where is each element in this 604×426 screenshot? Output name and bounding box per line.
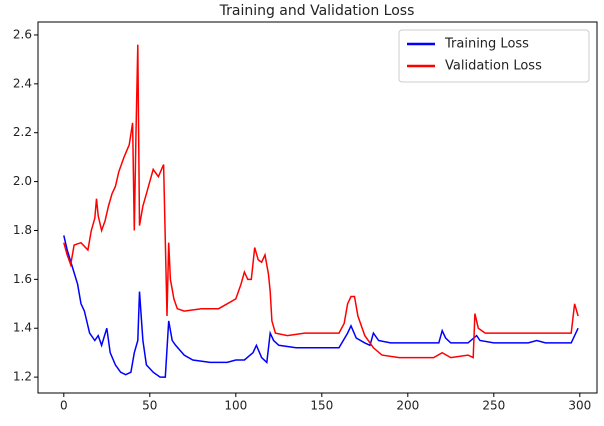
x-tick-label: 150 xyxy=(310,399,333,413)
line-series xyxy=(63,44,579,359)
x-tick-label: 200 xyxy=(396,399,419,413)
y-tick-label: 2.4 xyxy=(13,76,32,90)
y-tick-label: 2.0 xyxy=(13,174,32,188)
x-tick-label: 250 xyxy=(482,399,505,413)
y-tick-label: 2.6 xyxy=(13,27,32,41)
line-series xyxy=(63,235,579,378)
legend-label: Validation Loss xyxy=(445,59,542,74)
y-tick-label: 1.4 xyxy=(13,321,32,335)
plot-frame xyxy=(37,21,598,394)
legend-box xyxy=(398,29,590,83)
y-tick-label: 1.2 xyxy=(13,370,32,384)
x-tick-label: 100 xyxy=(224,399,247,413)
legend-label: Training Loss xyxy=(444,37,529,52)
x-tick-label: 50 xyxy=(142,399,157,413)
x-tick-label: 0 xyxy=(60,399,68,413)
y-tick-label: 2.2 xyxy=(13,125,32,139)
y-tick-label: 1.6 xyxy=(13,272,32,286)
chart-title: Training and Validation Loss xyxy=(219,3,415,19)
x-tick-label: 300 xyxy=(568,399,591,413)
y-tick-label: 1.8 xyxy=(13,223,32,237)
